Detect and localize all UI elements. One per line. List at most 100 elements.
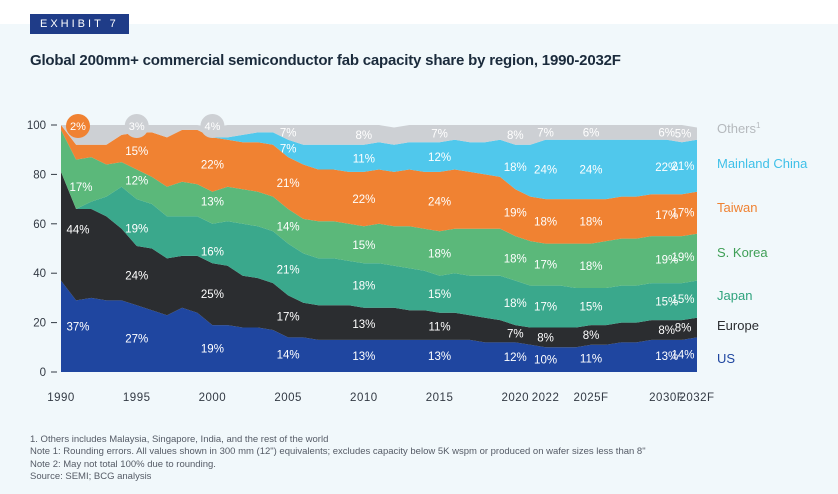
data-label: 25% bbox=[201, 289, 224, 301]
x-tick-label: 2022 bbox=[532, 392, 560, 404]
data-label: 6% bbox=[583, 127, 600, 139]
data-label: 17% bbox=[69, 182, 92, 194]
data-label: 16% bbox=[201, 247, 224, 259]
data-label: 13% bbox=[352, 351, 375, 363]
area-mainland-china bbox=[61, 125, 697, 200]
data-label-badge bbox=[124, 114, 149, 138]
data-label: 14% bbox=[277, 221, 300, 233]
data-label: 13% bbox=[352, 319, 375, 331]
y-tick-label: 80 bbox=[33, 169, 46, 181]
data-label: 19% bbox=[671, 252, 694, 264]
data-label: 17% bbox=[534, 302, 557, 314]
legend-label-us: US bbox=[717, 351, 735, 366]
data-label: 24% bbox=[428, 197, 451, 209]
x-tick-label: 2020 bbox=[501, 392, 529, 404]
data-label: 15% bbox=[671, 294, 694, 306]
data-label: 4% bbox=[204, 121, 220, 133]
area-us bbox=[61, 280, 697, 372]
data-label: 21% bbox=[671, 161, 694, 173]
data-label: 18% bbox=[352, 281, 375, 293]
data-label: 6% bbox=[658, 127, 675, 139]
y-tick-label: 40 bbox=[33, 268, 46, 280]
data-label: 7% bbox=[280, 127, 297, 139]
data-label: 7% bbox=[507, 329, 524, 341]
data-label: 7% bbox=[431, 129, 448, 141]
data-label: 15% bbox=[579, 302, 602, 314]
footnotes: 1. Others includes Malaysia, Singapore, … bbox=[30, 434, 646, 483]
x-tick-label: 1995 bbox=[123, 392, 151, 404]
data-label: 14% bbox=[277, 350, 300, 362]
data-label: 8% bbox=[658, 325, 675, 337]
x-tick-label: 2000 bbox=[199, 392, 227, 404]
area-europe bbox=[61, 171, 697, 348]
area-taiwan bbox=[61, 125, 697, 244]
footnote-others: 1. Others includes Malaysia, Singapore, … bbox=[30, 434, 329, 445]
data-label: 8% bbox=[507, 130, 524, 142]
data-label: 11% bbox=[580, 353, 602, 365]
data-label: 5% bbox=[675, 129, 692, 141]
data-label: 17% bbox=[671, 208, 694, 220]
footnote-source: Source: SEMI; BCG analysis bbox=[30, 470, 152, 482]
data-label: 13% bbox=[655, 351, 678, 363]
x-tick-label: 2032F bbox=[679, 392, 714, 404]
data-label: 15% bbox=[428, 289, 451, 301]
data-label: 22% bbox=[352, 194, 375, 206]
data-label: 22% bbox=[201, 160, 224, 172]
data-label: 18% bbox=[504, 298, 527, 310]
data-label: 24% bbox=[125, 271, 148, 283]
y-tick-label: 60 bbox=[33, 219, 46, 231]
data-label-badge bbox=[200, 114, 225, 138]
area-s-korea bbox=[61, 129, 697, 288]
x-tick-label: 1990 bbox=[47, 392, 75, 404]
data-label: 17% bbox=[655, 210, 678, 222]
data-label: 17% bbox=[534, 260, 557, 272]
data-label: 12% bbox=[504, 352, 527, 364]
x-tick-label: 2005 bbox=[274, 392, 302, 404]
legend-label-others: Others1 bbox=[717, 121, 761, 136]
data-label: 37% bbox=[66, 321, 89, 333]
data-label: 19% bbox=[125, 224, 148, 236]
data-label: 8% bbox=[583, 330, 600, 342]
data-label: 7% bbox=[537, 127, 554, 139]
footnote-note-1: Note 1: Rounding errors. All values show… bbox=[30, 446, 646, 458]
data-label: 14% bbox=[671, 350, 694, 362]
data-label: 10% bbox=[534, 355, 557, 367]
chart-title: Global 200mm+ commercial semiconductor f… bbox=[30, 52, 621, 69]
legend-label-japan: Japan bbox=[717, 288, 752, 303]
y-tick-label: 100 bbox=[27, 120, 46, 132]
data-label: 8% bbox=[537, 332, 554, 344]
legend-label-taiwan: Taiwan bbox=[717, 200, 757, 215]
x-tick-label: 2025F bbox=[573, 392, 608, 404]
x-tick-label: 2015 bbox=[426, 392, 454, 404]
data-label: 17% bbox=[277, 311, 300, 323]
data-label: 19% bbox=[504, 208, 527, 220]
data-label: 24% bbox=[579, 164, 602, 176]
y-tick-label: 0 bbox=[40, 367, 46, 379]
data-label: 18% bbox=[579, 261, 602, 273]
data-label: 15% bbox=[352, 240, 375, 252]
data-label: 12% bbox=[428, 152, 451, 164]
data-label: 18% bbox=[579, 216, 602, 228]
legend-label-s-korea: S. Korea bbox=[717, 245, 768, 260]
legend-label-mainland-china: Mainland China bbox=[717, 156, 808, 171]
data-label: 19% bbox=[201, 344, 224, 356]
data-label: 21% bbox=[277, 178, 300, 190]
data-label: 13% bbox=[201, 197, 224, 209]
data-label: 27% bbox=[125, 334, 148, 346]
data-label: 15% bbox=[125, 146, 148, 158]
data-label: 18% bbox=[428, 248, 451, 260]
data-label: 18% bbox=[534, 216, 557, 228]
data-label: 11% bbox=[428, 321, 450, 333]
area-japan bbox=[61, 171, 697, 328]
legend-label-europe: Europe bbox=[717, 318, 759, 333]
data-label: 44% bbox=[66, 224, 89, 236]
data-label: 13% bbox=[428, 351, 451, 363]
data-label: 12% bbox=[125, 175, 148, 187]
data-label: 11% bbox=[353, 153, 375, 165]
data-label: 24% bbox=[534, 164, 557, 176]
data-label-badge bbox=[66, 114, 90, 138]
y-tick-label: 20 bbox=[33, 318, 46, 330]
data-label: 15% bbox=[655, 297, 678, 309]
exhibit-label: EXHIBIT 7 bbox=[30, 14, 129, 34]
